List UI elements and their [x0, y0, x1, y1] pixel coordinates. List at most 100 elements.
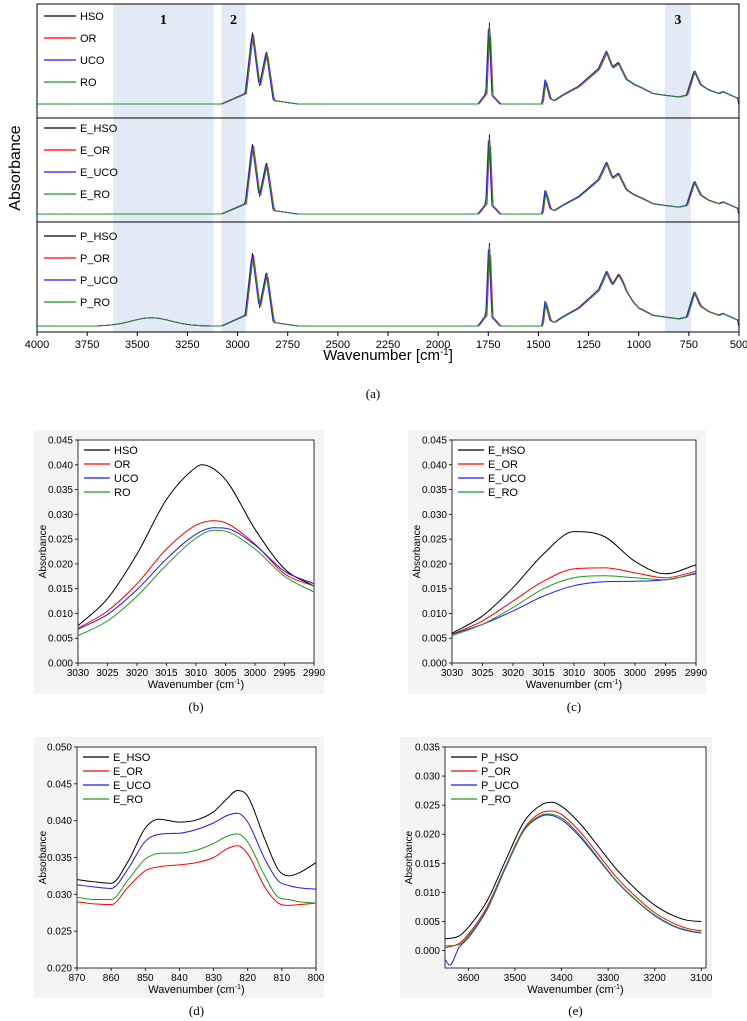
x-axis-label-b: Wavenumber (cm-1) [148, 678, 244, 691]
y-tick-label-c: 0.015 [422, 584, 447, 595]
x-tick-label-d: 810 [274, 973, 291, 984]
y-tick-label-c: 0.010 [422, 609, 447, 620]
region-label-2: 2 [230, 13, 237, 28]
series-line-e_ro [76, 833, 317, 904]
series-line-hso [77, 464, 315, 627]
y-tick-label-d: 0.045 [47, 779, 72, 790]
spectrum-line-p_ro [37, 246, 739, 327]
y-tick-label-b: 0.045 [48, 436, 73, 447]
legend-label-p_ro: P_RO [481, 794, 511, 806]
y-tick-label-b: 0.005 [48, 634, 73, 645]
plot-area-c [451, 439, 697, 664]
x-tick-label-d: 850 [137, 973, 154, 984]
y-tick-label-e: 0.020 [415, 830, 440, 841]
legend-label-uco: UCO [114, 473, 139, 485]
legend-label-ro: RO [114, 487, 131, 499]
legend-label-e_ro: E_RO [113, 794, 143, 806]
y-tick-label-e: 0.015 [415, 859, 440, 870]
legend-label-e_ro: E_RO [488, 487, 518, 499]
x-tick-label-b: 3030 [67, 668, 90, 679]
y-axis-label-e: Absorbance [404, 830, 415, 884]
region-label-1: 1 [160, 13, 167, 28]
x-tick-label-b: 3005 [214, 668, 237, 679]
legend-label-e_hso: E_HSO [80, 123, 118, 135]
x-tick-label-a: 4000 [25, 339, 49, 351]
x-tick-label-d: 870 [69, 973, 86, 984]
y-tick-label-b: 0.000 [48, 659, 73, 670]
series-line-e_uco [76, 812, 317, 890]
legend-label-uco: UCO [80, 55, 105, 67]
x-axis-label-a: Wavenumber [cm-1] [323, 347, 453, 365]
y-tick-label-c: 0.030 [422, 510, 447, 521]
legend-label-e_or: E_OR [488, 459, 518, 471]
caption-c: (c) [567, 699, 581, 714]
legend-label-e_uco: E_UCO [80, 167, 118, 179]
x-tick-label-c: 3030 [441, 668, 464, 679]
x-tick-label-e: 3300 [597, 973, 620, 984]
legend-label-e_or: E_OR [113, 766, 143, 778]
spectrum-line-ro [37, 24, 739, 105]
series-line-e_or [451, 567, 697, 635]
x-tick-label-a: 500 [730, 339, 747, 351]
y-axis-label-a: Absorbance [7, 125, 24, 210]
x-tick-label-b: 2990 [303, 668, 326, 679]
caption-d: (d) [189, 1003, 204, 1018]
x-tick-label-a: 2000 [426, 339, 450, 351]
legend-label-p_uco: P_UCO [481, 780, 519, 792]
x-tick-label-a: 3750 [75, 339, 99, 351]
y-tick-label-c: 0.045 [422, 436, 447, 447]
x-axis-label-c: Wavenumber (cm-1) [526, 678, 622, 691]
x-tick-label-a: 1250 [576, 339, 600, 351]
legend-label-p_ro: P_RO [80, 297, 110, 309]
x-tick-label-b: 3010 [185, 668, 208, 679]
y-tick-label-c: 0.025 [422, 535, 447, 546]
x-tick-label-a: 3500 [125, 339, 149, 351]
y-tick-label-c: 0.035 [422, 485, 447, 496]
caption-b: (b) [188, 699, 203, 714]
plot-area-e [444, 746, 707, 969]
y-tick-label-d: 0.030 [47, 890, 72, 901]
y-tick-label-d: 0.020 [47, 964, 72, 975]
x-tick-label-a: 2250 [376, 339, 400, 351]
x-tick-label-e: 3400 [550, 973, 573, 984]
legend-label-e_or: E_OR [80, 145, 110, 157]
x-tick-label-b: 3000 [244, 668, 267, 679]
spectrum-line-e_ro [37, 137, 739, 215]
x-tick-label-b: 3020 [126, 668, 149, 679]
series-line-p_hso [444, 801, 702, 940]
x-tick-label-c: 3020 [502, 668, 525, 679]
x-tick-label-d: 800 [308, 973, 325, 984]
series-line-p_or [444, 810, 702, 949]
y-tick-label-c: 0.020 [422, 559, 447, 570]
plot-area-b [77, 439, 315, 664]
y-tick-label-b: 0.010 [48, 609, 73, 620]
x-tick-label-a: 3250 [175, 339, 199, 351]
y-tick-label-c: 0.040 [422, 460, 447, 471]
y-tick-label-b: 0.015 [48, 584, 73, 595]
region-label-3: 3 [674, 13, 681, 28]
x-tick-label-b: 3025 [96, 668, 119, 679]
series-line-e_ro [451, 572, 697, 637]
x-tick-label-e: 3100 [690, 973, 713, 984]
legend-label-e_hso: E_HSO [488, 445, 526, 457]
x-tick-label-a: 2750 [275, 339, 299, 351]
x-tick-label-a: 3000 [225, 339, 249, 351]
x-tick-label-e: 3200 [644, 973, 667, 984]
y-tick-label-e: 0.005 [415, 917, 440, 928]
y-tick-label-d: 0.050 [47, 743, 72, 754]
y-axis-label-b: Absorbance [38, 524, 49, 578]
x-tick-label-e: 3600 [457, 973, 480, 984]
x-tick-label-d: 860 [103, 973, 120, 984]
y-tick-label-c: 0.005 [422, 634, 447, 645]
series-line-uco [77, 527, 315, 630]
x-tick-label-a: 750 [680, 339, 698, 351]
series-line-p_ro [444, 813, 702, 947]
x-tick-label-e: 3500 [504, 973, 527, 984]
y-axis-label-d: Absorbance [38, 830, 49, 884]
x-tick-label-a: 2500 [326, 339, 350, 351]
legend-label-e_uco: E_UCO [488, 473, 526, 485]
y-tick-label-b: 0.030 [48, 510, 73, 521]
x-tick-label-a: 1750 [476, 339, 500, 351]
x-tick-label-b: 2995 [273, 668, 296, 679]
y-tick-label-e: 0.030 [415, 772, 440, 783]
